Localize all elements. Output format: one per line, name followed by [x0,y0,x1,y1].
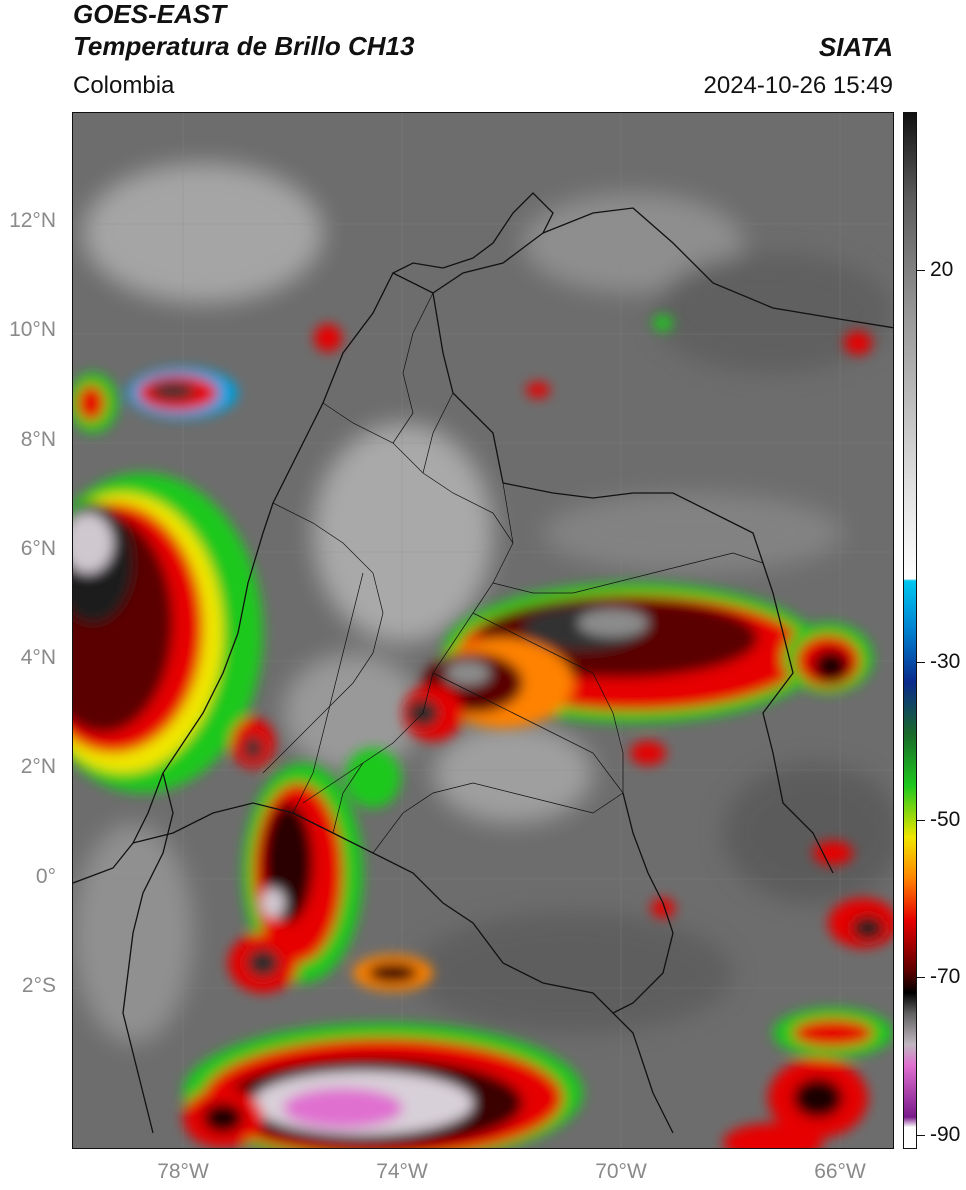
lon-tick-label: 70°W [595,1160,647,1183]
title-product: Temperatura de Brillo CH13 [73,31,415,61]
colorbar [903,112,917,1149]
lat-tick-label: 10°N [9,318,56,341]
lat-tick-label: 0° [35,865,56,888]
title-satellite: GOES-EAST [73,0,227,29]
region-label: Colombia [73,72,175,99]
timestamp-label: 2024-10-26 15:49 [703,72,894,99]
organization-label: SIATA [818,32,893,62]
country-borders [73,192,893,1134]
satellite-map[interactable] [72,112,894,1149]
lat-tick-label: 6°N [20,537,56,560]
lat-tick-label: 8°N [20,428,56,451]
cloud-texture [73,163,893,1043]
lat-tick-label: 2°S [21,974,56,997]
convective-storms [73,315,893,1148]
colorbar-label: -50 [930,808,961,831]
colorbar-tick [917,977,925,978]
colorbar-tick [917,820,925,821]
colorbar-tick [917,1135,925,1136]
colorbar-label: 20 [930,258,954,281]
lat-tick-label: 2°N [20,755,56,778]
colorbar-tick [917,662,925,663]
lon-tick-label: 66°W [814,1160,866,1183]
map-canvas [73,113,893,1148]
lon-tick-label: 74°W [376,1160,428,1183]
colorbar-label: -30 [930,650,961,673]
lon-tick-label: 78°W [157,1160,209,1183]
lat-tick-label: 12°N [9,209,56,232]
lat-tick-label: 4°N [20,646,56,669]
colorbar-label: -90 [930,1123,961,1146]
colorbar-label: -70 [930,965,961,988]
department-borders [262,292,764,854]
colorbar-tick [917,270,925,271]
